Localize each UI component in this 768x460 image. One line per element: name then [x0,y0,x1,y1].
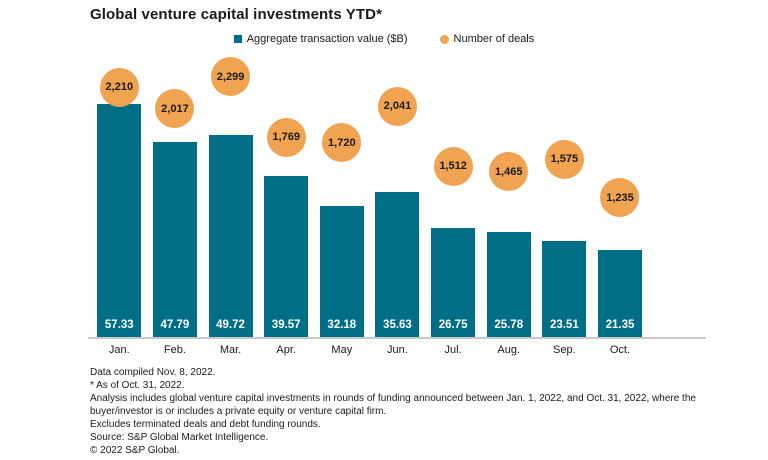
month-label: Sep. [553,344,576,356]
deals-bubble: 1,769 [266,117,306,157]
chart-title: Global venture capital investments YTD* [90,6,383,23]
bar: 57.33 [97,103,142,337]
footnote-line: Excludes terminated deals and debt fundi… [90,419,321,430]
bar-series-swatch-icon [233,35,242,43]
footnote-line: Analysis includes global venture capital… [90,393,696,417]
deals-bubble: 2,041 [377,86,417,126]
x-axis-line [88,337,706,339]
bar-value-label: 47.79 [160,318,190,331]
bar-value-label: 35.63 [383,318,412,331]
bar-value-label: 57.33 [104,318,134,331]
bar-value-label: 21.35 [605,318,635,331]
bar-value-label: 32.18 [327,318,357,331]
bar-value-label: 39.57 [271,318,301,331]
bar: 26.75 [431,228,476,337]
month-label: Aug. [497,344,521,356]
bar: 23.51 [542,241,587,337]
deals-bubble: 2,299 [211,57,251,97]
month-label: Apr. [276,344,296,356]
deals-bubble: 2,017 [155,89,195,129]
bar: 21.35 [597,250,642,337]
bar: 47.79 [152,142,197,337]
legend-label: Aggregate transaction value ($B) [246,33,408,45]
month-label: May [331,344,353,356]
bar-value-label: 25.78 [494,318,524,331]
bar-value-label: 26.75 [438,318,468,331]
month-label: Oct. [609,344,631,356]
bar-value-label: 23.51 [549,318,579,331]
legend-item-number-of-deals: Number of deals [439,33,535,45]
month-label: Jul. [444,344,462,356]
bar: 25.78 [486,232,531,337]
footnote-line: * As of Oct. 31, 2022. [90,380,185,391]
bar-value-label: 49.72 [216,318,245,331]
deals-bubble: 1,465 [489,152,529,192]
bar: 35.63 [375,191,420,337]
legend-item-transaction-value: Aggregate transaction value ($B) [233,33,408,45]
deals-bubble: 1,512 [433,146,473,186]
deals-bubble: 1,235 [600,178,640,218]
bar: 32.18 [319,205,364,337]
deals-bubble: 2,210 [99,67,139,107]
footnote-line: Data compiled Nov. 8, 2022. [90,367,216,378]
footnote-line: © 2022 S&P Global. [90,445,180,456]
legend-label: Number of deals [453,33,535,45]
deals-bubble: 1,720 [322,123,362,163]
month-label: Feb. [163,344,186,356]
month-label: Jan. [108,344,130,356]
month-label: Mar. [219,344,242,356]
legend: Aggregate transaction value ($B) Number … [0,33,768,45]
footnote-line: Source: S&P Global Market Intelligence. [90,432,269,443]
footnotes: Data compiled Nov. 8, 2022. * As of Oct.… [90,366,710,457]
bar: 39.57 [264,175,309,337]
month-label: Jun. [387,344,408,356]
deals-bubble: 1,575 [544,139,584,179]
bubble-series-swatch-icon [439,34,449,44]
bar: 49.72 [208,134,253,337]
